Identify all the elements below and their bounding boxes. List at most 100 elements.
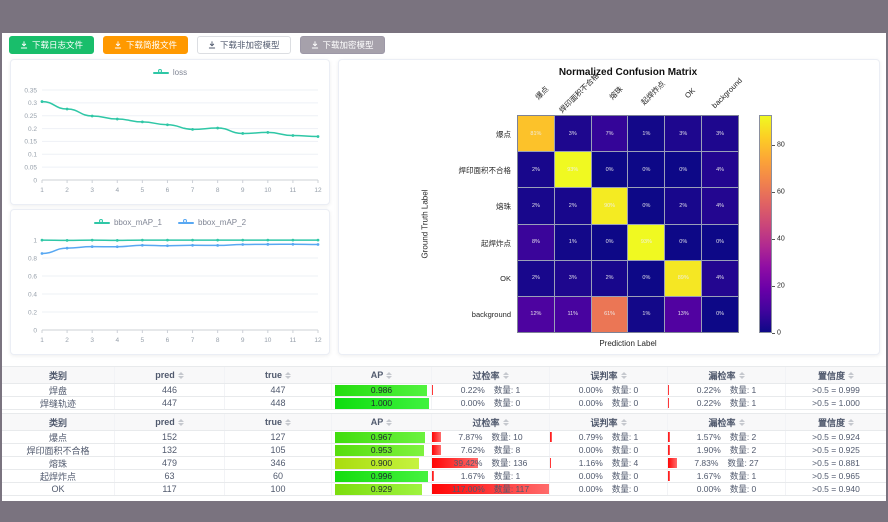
sort-caret-icon[interactable] [502,418,509,426]
confusion-matrix-x-axis-title: Prediction Label [599,339,657,348]
class-name-cell: OK [2,483,115,495]
column-header-漏检率[interactable]: 漏检率 [668,414,786,430]
download-report-button[interactable]: 下载简报文件 [103,36,189,54]
sort-caret-icon[interactable] [620,371,627,379]
over-rate-bar [432,484,549,494]
confidence-cell: >0.5 = 0.925 [812,445,860,455]
svg-text:1: 1 [40,187,44,194]
class-name-cell: 熔珠 [2,457,115,469]
heatmap-cell: 2% [665,188,702,224]
svg-text:12: 12 [314,187,322,194]
sort-caret-icon[interactable] [285,371,291,379]
true-count-cell: 105 [225,444,332,456]
cm-row-label: 熔珠 [496,202,511,212]
download-plain-model-button[interactable]: 下载非加密模型 [197,36,291,54]
miss-rate-cell: 1.90% 数量: 2 [668,444,786,456]
download-encrypted-model-button[interactable]: 下载加密模型 [299,36,385,54]
sort-caret-icon[interactable] [177,418,184,426]
sort-caret-icon[interactable] [177,371,184,379]
colorbar-tick-label: 0 [777,329,781,337]
miss-rate-cell: 1.67% 数量: 1 [668,470,786,482]
colorbar-tick-label: 80 [777,141,785,149]
heatmap-cell: 61% [591,296,628,332]
legend-item-bbox_mAP_1[interactable]: bbox_mAP_1 [93,218,162,227]
sort-caret-icon[interactable] [285,418,291,426]
heatmap-cell: 0% [628,188,665,224]
svg-text:2: 2 [65,337,69,344]
svg-text:0.6: 0.6 [28,273,37,280]
over-rate-cell: 1.67% 数量: 1 [432,470,550,482]
miss-rate-bar [668,398,670,408]
svg-text:10: 10 [264,337,272,344]
sort-caret-icon[interactable] [848,418,854,426]
svg-text:7: 7 [191,187,195,194]
svg-text:0.35: 0.35 [24,87,37,94]
false-rate-cell: 0.00% 数量: 0 [550,397,668,409]
confidence-cell: >0.5 = 0.881 [812,458,860,468]
confidence-cell: >0.5 = 0.940 [812,484,860,494]
svg-text:0.05: 0.05 [24,164,37,171]
svg-text:9: 9 [241,337,245,344]
heatmap-cell: 1% [554,224,591,260]
confusion-matrix-heatmap: 81% 3% 7% 1% 3% 3% 2% 93% 0% 0% 0% 4% 2% 2% 90% 0% 2% 4% 8… [517,115,739,333]
column-header-true[interactable]: true [225,367,332,383]
column-header-置信度[interactable]: 置信度 [786,414,886,430]
colorbar-tick-mark [772,192,775,194]
pred-count-cell: 479 [115,457,225,469]
download-log-button[interactable]: 下载日志文件 [9,36,95,54]
column-header-过检率[interactable]: 过检率 [432,367,550,383]
column-header-AP[interactable]: AP [332,414,432,430]
ap-cell: 0.900 [332,457,432,469]
ap-cell: 1.000 [332,397,432,409]
ap-bar [334,431,426,443]
false-rate-cell: 0.00% 数量: 0 [550,470,668,482]
sort-caret-icon[interactable] [620,418,627,426]
column-header-AP[interactable]: AP [332,367,432,383]
miss-rate-bar [668,385,670,395]
true-count-cell: 448 [225,397,332,409]
sort-caret-icon[interactable] [502,371,509,379]
heatmap-cell: 4% [702,188,738,224]
miss-rate-cell: 1.57% 数量: 2 [668,431,786,443]
sort-caret-icon[interactable] [386,371,393,379]
cm-column-label: 爆点 [533,84,550,102]
svg-text:2: 2 [65,187,69,194]
svg-text:0.4: 0.4 [28,291,37,298]
svg-text:5: 5 [141,337,145,344]
legend-marker-icon [178,219,194,224]
cm-row-label: 焊印面积不合格 [458,166,512,175]
column-header-误判率[interactable]: 误判率 [550,367,668,383]
svg-text:11: 11 [290,187,297,194]
colorbar-tick-label: 40 [777,235,785,243]
loss-chart-card: loss 0 0.05 0.1 0.15 0.2 0.25 0.3 0.35 1 2 3 4 5 6 7 8 9… [10,59,330,205]
cm-row-label: background [471,310,511,320]
column-header-置信度[interactable]: 置信度 [786,367,886,383]
weld-classes-metrics-table: 类别 pred true AP 过检率 误判率 漏检率 置信度 焊盘 446 447 0.986 0.2… [2,366,886,410]
column-header-true[interactable]: true [225,414,332,430]
svg-text:9: 9 [241,187,245,194]
column-header-类别: 类别 [2,367,115,383]
confidence-cell: >0.5 = 1.000 [812,398,860,408]
svg-text:0.2: 0.2 [28,309,37,316]
sort-caret-icon[interactable] [738,371,745,379]
column-header-pred[interactable]: pred [115,367,225,383]
column-header-过检率[interactable]: 过检率 [432,414,550,430]
legend-item-bbox_mAP_2[interactable]: bbox_mAP_2 [178,218,246,227]
column-header-pred[interactable]: pred [115,414,225,430]
legend-item-loss[interactable]: loss [152,68,187,77]
svg-text:6: 6 [166,187,170,194]
sort-caret-icon[interactable] [386,418,393,426]
over-rate-cell: 117.00% 数量: 117 [432,483,550,495]
svg-text:0.1: 0.1 [28,152,37,159]
sort-caret-icon[interactable] [738,418,745,426]
svg-text:12: 12 [314,337,322,344]
column-header-漏检率[interactable]: 漏检率 [668,367,786,383]
button-label: 下载简报文件 [126,40,178,50]
svg-text:0.25: 0.25 [24,113,37,120]
training-results-panel: 下载日志文件 下载简报文件 下载非加密模型 下载加密模型 loss 0 0.05 0.1 0… [2,33,886,501]
column-header-误判率[interactable]: 误判率 [550,414,668,430]
pred-count-cell: 117 [115,483,225,495]
sort-caret-icon[interactable] [848,371,854,379]
heatmap-cell: 81% [518,116,554,152]
